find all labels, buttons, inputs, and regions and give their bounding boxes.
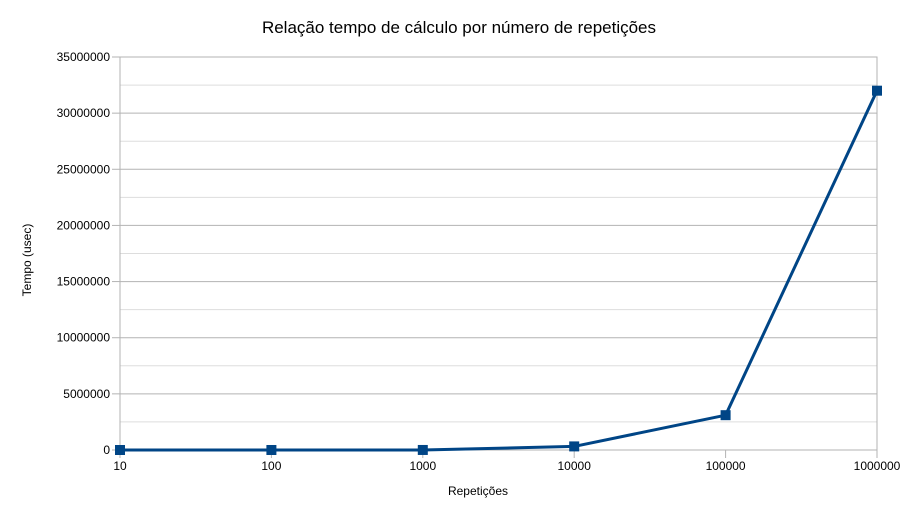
y-tick-label: 35000000 <box>57 50 111 64</box>
data-point-marker <box>115 444 125 455</box>
x-tick-label: 1000000 <box>854 459 901 473</box>
y-tick-label: 25000000 <box>57 162 111 176</box>
series-line <box>119 90 879 452</box>
y-tick-label: 20000000 <box>57 218 111 232</box>
x-tick-label: 100000 <box>706 459 746 473</box>
series <box>115 85 882 455</box>
y-tick-label: 15000000 <box>57 275 111 289</box>
y-tick-label: 30000000 <box>57 106 111 120</box>
data-point-marker <box>266 444 277 455</box>
grid <box>120 56 877 451</box>
y-axis-ticks: 0 5000000 10000000 15000000 20000000 25000000… <box>57 50 120 457</box>
x-tick-label: 10 <box>113 459 127 473</box>
data-point-marker <box>569 441 580 452</box>
y-axis-title: Tempo (usec) <box>20 224 34 297</box>
y-tick-label: 5000000 <box>63 387 110 401</box>
x-tick-label: 1000 <box>409 459 436 473</box>
y-tick-label: 0 <box>103 443 110 457</box>
x-tick-label: 10000 <box>558 459 592 473</box>
data-point-marker <box>720 410 731 421</box>
plot-area <box>119 56 878 451</box>
x-axis-title: Repetições <box>448 484 508 498</box>
y-tick-label: 10000000 <box>57 331 111 345</box>
chart-title: Relação tempo de cálculo por número de r… <box>262 18 656 37</box>
x-axis-ticks: 10 100 1000 10000 100000 1000000 <box>113 450 901 473</box>
data-point-marker <box>417 444 428 455</box>
x-tick-label: 100 <box>261 459 281 473</box>
data-point-marker <box>872 85 882 96</box>
